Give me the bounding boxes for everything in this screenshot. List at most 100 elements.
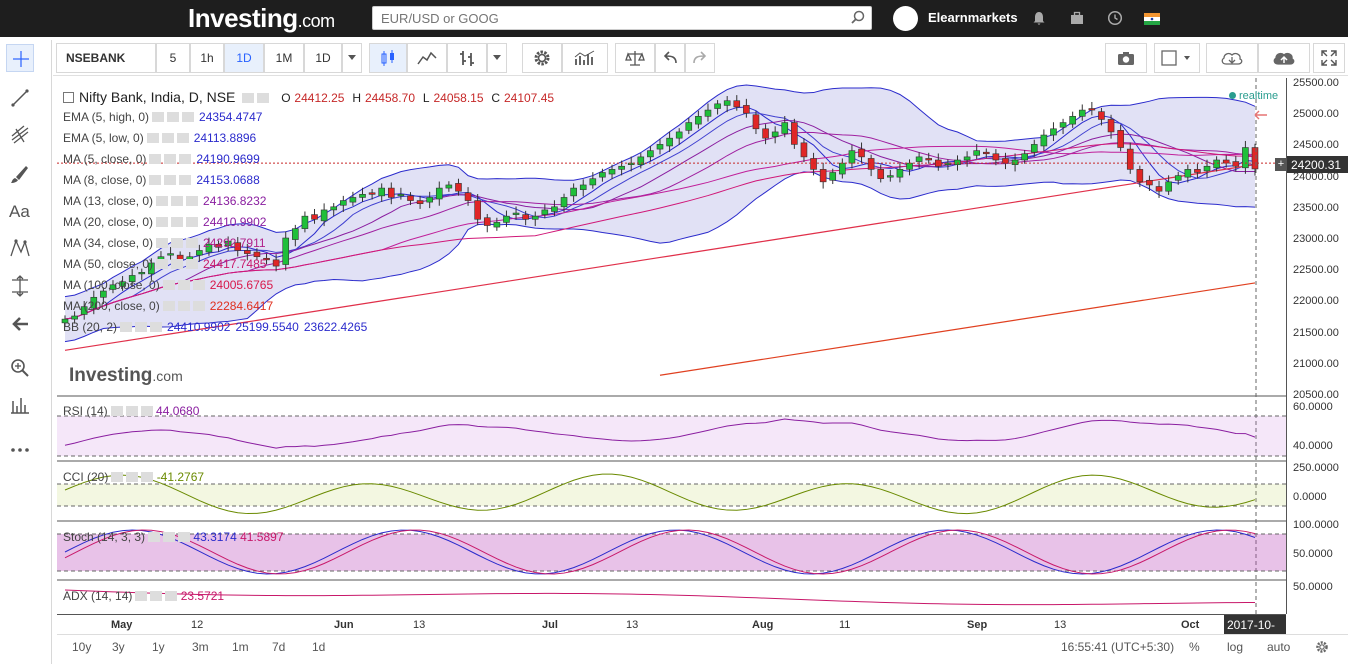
area-chart-icon[interactable] xyxy=(407,43,447,73)
indicator-close-icon[interactable] xyxy=(182,112,195,122)
indicator-close-icon[interactable] xyxy=(192,301,205,311)
interval-5[interactable]: 5 xyxy=(156,43,190,73)
range-button-7d[interactable]: 7d xyxy=(272,640,286,654)
indicator-settings-icon[interactable] xyxy=(171,196,184,206)
indicator-eye-icon[interactable] xyxy=(149,175,162,185)
range-button-3m[interactable]: 3m xyxy=(192,640,209,654)
more-icon[interactable] xyxy=(6,436,34,464)
indicator-eye-icon[interactable] xyxy=(156,238,169,248)
indicator-eye-icon[interactable] xyxy=(156,196,169,206)
chart-plot-area[interactable]: Nifty Bank, India, D, NSE O 24412.25 H 2… xyxy=(57,78,1286,614)
interval-1d[interactable]: 1D xyxy=(224,43,264,73)
trend-line-icon[interactable] xyxy=(6,84,34,112)
candle-body xyxy=(80,306,88,315)
candle-body xyxy=(387,187,395,198)
crosshair-icon[interactable] xyxy=(6,44,34,72)
indicator-close-icon[interactable] xyxy=(186,238,199,248)
search-input[interactable] xyxy=(372,6,872,30)
percent-toggle[interactable]: % xyxy=(1189,640,1200,654)
indicator-close-icon[interactable] xyxy=(179,175,192,185)
legend-hide-icon[interactable] xyxy=(257,93,270,103)
indicator-close-icon[interactable] xyxy=(176,133,189,143)
candles-icon[interactable] xyxy=(369,43,407,73)
indicator-eye-icon[interactable] xyxy=(162,301,175,311)
range-button-1y[interactable]: 1y xyxy=(152,640,165,654)
ruler-icon[interactable] xyxy=(6,392,34,420)
compare-scale-icon[interactable] xyxy=(615,43,655,73)
indicator-settings-icon[interactable] xyxy=(135,322,148,332)
range-button-1d[interactable]: 1d xyxy=(312,640,326,654)
cloud-download-icon[interactable] xyxy=(1206,43,1258,73)
indicator-eye-icon[interactable] xyxy=(156,217,169,227)
back-arrow-icon[interactable] xyxy=(6,310,34,338)
legend-settings-icon[interactable] xyxy=(242,93,255,103)
auto-toggle[interactable]: auto xyxy=(1267,640,1291,654)
log-toggle[interactable]: log xyxy=(1227,640,1244,654)
candle-body xyxy=(637,156,645,165)
range-button-10y[interactable]: 10y xyxy=(72,640,92,654)
price-axis[interactable]: 25500.00 25000.00 24500.00 24000.00 23500.00… xyxy=(1275,77,1348,614)
scroll-back-icon[interactable] xyxy=(1254,110,1268,120)
indicator-close-icon[interactable] xyxy=(192,280,205,290)
indicator-settings-icon[interactable] xyxy=(161,133,174,143)
indicator-eye-icon[interactable] xyxy=(149,154,162,164)
price-chart[interactable] xyxy=(57,78,1286,614)
collapse-legend-icon[interactable] xyxy=(63,92,74,103)
indicator-close-icon[interactable] xyxy=(179,154,192,164)
time-axis-label: 13 xyxy=(626,619,639,631)
interval-chevron-down-icon[interactable] xyxy=(342,43,362,73)
text-tool-icon[interactable]: Aa xyxy=(9,202,30,221)
indicator-eye-icon[interactable] xyxy=(146,133,159,143)
pitchfork-icon[interactable] xyxy=(6,120,34,148)
range-button-1m[interactable]: 1m xyxy=(232,640,249,654)
clock-icon[interactable] xyxy=(1107,10,1123,26)
symbol-field[interactable]: NSEBANK xyxy=(56,43,156,73)
time-axis[interactable]: May 12 Jun 13 Jul 13 Aug 11 Sep 13 Oct 2017-10-11 xyxy=(57,614,1286,646)
zoom-icon[interactable] xyxy=(6,354,34,382)
india-flag-icon[interactable] xyxy=(1144,11,1160,27)
indicator-settings-icon[interactable] xyxy=(177,301,190,311)
indicator-eye-icon[interactable] xyxy=(120,322,133,332)
indicator-close-icon[interactable] xyxy=(186,196,199,206)
redo-icon[interactable] xyxy=(685,43,715,73)
indicator-eye-icon[interactable] xyxy=(156,259,169,269)
indicator-eye-icon[interactable] xyxy=(162,280,175,290)
candle-body xyxy=(762,128,769,139)
brush-icon[interactable] xyxy=(6,160,34,188)
camera-icon[interactable] xyxy=(1105,43,1147,73)
interval-1h[interactable]: 1h xyxy=(190,43,224,73)
pattern-icon[interactable] xyxy=(6,234,34,262)
range-button-3y[interactable]: 3y xyxy=(112,640,125,654)
bell-icon[interactable] xyxy=(1031,10,1047,26)
indicator-row: MA (200, close, 0) 22284.6417 xyxy=(63,299,273,313)
indicator-close-icon[interactable] xyxy=(186,217,199,227)
indicator-settings-icon[interactable] xyxy=(177,280,190,290)
measure-icon[interactable] xyxy=(6,272,34,300)
indicator-settings-icon[interactable] xyxy=(171,238,184,248)
cloud-upload-icon[interactable] xyxy=(1258,43,1310,73)
indicator-settings-icon[interactable] xyxy=(171,259,184,269)
undo-icon[interactable] xyxy=(655,43,685,73)
indicator-eye-icon[interactable] xyxy=(152,112,165,122)
fullscreen-icon[interactable] xyxy=(1313,43,1345,73)
indicator-settings-icon[interactable] xyxy=(164,175,177,185)
indicator-close-icon[interactable] xyxy=(150,322,163,332)
indicator-settings-icon[interactable] xyxy=(167,112,180,122)
settings-gear-icon-bottom[interactable] xyxy=(1315,640,1329,654)
indicator-close-icon[interactable] xyxy=(186,259,199,269)
investing-logo[interactable]: Investing.com xyxy=(188,3,335,33)
interval-dropdown[interactable]: 1D xyxy=(304,43,342,73)
user-name[interactable]: Elearnmarkets xyxy=(928,10,1018,25)
search-icon[interactable] xyxy=(851,10,865,24)
portfolio-icon[interactable] xyxy=(1069,10,1085,26)
settings-gear-icon[interactable] xyxy=(522,43,562,73)
bars-icon[interactable] xyxy=(447,43,487,73)
chart-type-chevron-down-icon[interactable] xyxy=(487,43,507,73)
indicator-settings-icon[interactable] xyxy=(171,217,184,227)
layout-select[interactable] xyxy=(1154,43,1200,73)
indicator-settings-icon[interactable] xyxy=(164,154,177,164)
interval-1m[interactable]: 1M xyxy=(264,43,304,73)
add-alert-icon[interactable]: + xyxy=(1275,158,1287,171)
indicators-icon[interactable] xyxy=(562,43,608,73)
avatar[interactable] xyxy=(893,6,918,31)
